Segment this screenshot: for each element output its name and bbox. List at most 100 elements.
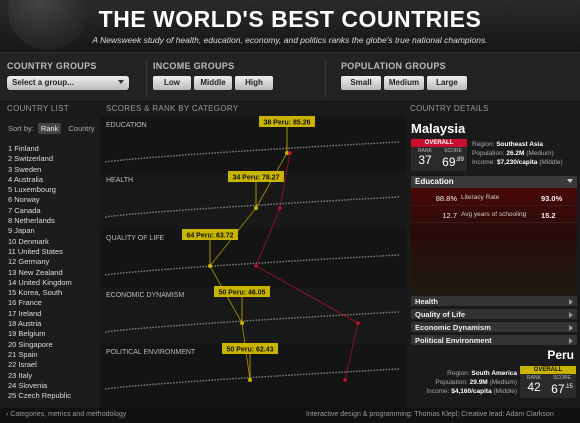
country-list-item[interactable]: 2 Switzerland — [8, 154, 54, 164]
rank-label: RANK — [418, 148, 432, 154]
country-list-item[interactable]: 23 Italy — [8, 370, 33, 380]
country-dot — [367, 312, 370, 315]
category-economic-dynamism-row[interactable]: Economic Dynamism — [411, 322, 577, 333]
country-group-select[interactable]: Select a group... — [7, 76, 129, 90]
category-quality-of-life-row[interactable]: Quality of Life — [411, 309, 577, 320]
country-list-item[interactable]: 16 France — [8, 298, 42, 308]
country-dot — [361, 313, 364, 315]
country-list-item[interactable]: 22 Israel — [8, 360, 37, 370]
compare-population: 29.9M — [469, 379, 488, 386]
country-dot — [314, 315, 317, 318]
country-dot — [122, 159, 125, 161]
country-dot — [341, 199, 343, 201]
country-dot — [373, 369, 376, 372]
country-dot — [293, 202, 296, 204]
country-dot — [226, 378, 228, 380]
country-dot — [152, 211, 155, 214]
country-dot — [214, 379, 217, 381]
country-dot — [308, 316, 311, 318]
population-large-button[interactable]: Large — [427, 76, 467, 90]
country-dot — [149, 211, 152, 214]
country-dot — [373, 197, 376, 200]
country-dot — [137, 212, 140, 215]
country-list-item[interactable]: 21 Spain — [8, 349, 38, 359]
country-list-item[interactable]: 20 Singapore — [8, 339, 53, 349]
country-dot — [270, 148, 273, 151]
country-list-item[interactable]: 25 Czech Republic — [8, 391, 71, 401]
sort-by-rank-button[interactable]: Rank — [37, 123, 62, 134]
country-dot — [326, 372, 329, 374]
country-dot — [355, 143, 358, 146]
country-dot — [311, 258, 314, 261]
country-dot — [352, 198, 355, 201]
country-dot — [175, 209, 178, 212]
country-dot — [243, 320, 246, 322]
country-dot — [358, 313, 361, 315]
country-dot — [161, 268, 163, 271]
income-high-button[interactable]: High — [235, 76, 273, 90]
country-dot — [394, 254, 396, 257]
country-dot — [187, 153, 190, 156]
country-list-item[interactable]: 5 Luxembourg — [8, 185, 56, 195]
country-dot — [338, 144, 340, 147]
country-dot — [379, 142, 382, 144]
selected-rank: 37 — [418, 153, 432, 167]
country-dot — [276, 148, 278, 150]
compare-region: South America — [471, 370, 517, 377]
country-list-item[interactable]: 9 Japan — [8, 226, 35, 236]
category-political-environment-row[interactable]: Political Environment — [411, 335, 577, 346]
country-dot — [140, 157, 143, 160]
country-dot — [276, 318, 278, 320]
country-list-item[interactable]: 1 Finland — [8, 144, 39, 153]
country-dot — [314, 372, 317, 375]
country-dot — [246, 149, 249, 152]
compare-score-decimal: .15 — [564, 384, 573, 390]
country-dot — [114, 272, 116, 275]
income-middle-button[interactable]: Middle — [194, 76, 232, 90]
country-dot — [264, 148, 267, 151]
country-list-item[interactable]: 7 Canada — [8, 205, 41, 215]
country-list-item[interactable]: 17 Ireland — [8, 308, 42, 318]
country-dot — [217, 321, 219, 324]
country-dot — [184, 267, 187, 269]
country-list-item[interactable]: 14 United Kingdom — [8, 277, 72, 287]
income-low-button[interactable]: Low — [153, 76, 191, 90]
country-list-item[interactable]: 10 Denmark — [8, 236, 49, 246]
country-dot — [128, 385, 131, 388]
sort-by-country-button[interactable]: Country — [68, 124, 95, 133]
country-dot — [382, 368, 385, 371]
country-list-item[interactable]: 15 Korea, South — [8, 288, 63, 298]
country-dot — [323, 258, 326, 261]
selected-income: $7,230/capita — [496, 159, 538, 166]
country-list-item[interactable]: 24 Slovenia — [8, 380, 48, 390]
country-dot — [320, 145, 323, 148]
country-dot — [338, 371, 340, 374]
country-list-item[interactable]: 19 Belgium — [8, 329, 46, 339]
category-health-row[interactable]: Health — [411, 296, 577, 307]
country-dot — [341, 371, 343, 373]
country-group-select-value: Select a group... — [12, 78, 74, 87]
filter-bar: COUNTRY GROUPS Select a group... INCOME … — [0, 52, 580, 102]
country-list-item[interactable]: 3 Sweden — [8, 164, 42, 174]
methodology-link[interactable]: › Categories, metrics and methodology — [6, 411, 127, 418]
category-education-header[interactable]: Education — [411, 176, 577, 188]
country-list-item[interactable]: 11 United States — [8, 246, 63, 256]
country-dot — [234, 150, 237, 153]
population-medium-button[interactable]: Medium — [384, 76, 424, 90]
country-dot — [184, 324, 187, 326]
country-list-item[interactable]: 12 Germany — [8, 257, 50, 267]
country-dot — [267, 148, 270, 151]
country-list-item[interactable]: 8 Netherlands — [8, 216, 55, 226]
country-dot — [175, 267, 178, 270]
country-dot — [105, 331, 107, 333]
score-label: SCORE — [444, 148, 462, 154]
country-list-item[interactable]: 13 New Zealand — [8, 267, 63, 277]
country-dot — [202, 265, 205, 268]
country-list-item[interactable]: 18 Austria — [8, 319, 42, 329]
country-dot — [122, 272, 125, 274]
country-list-item[interactable]: 6 Norway — [8, 195, 40, 205]
population-small-button[interactable]: Small — [341, 76, 381, 90]
country-list-item[interactable]: 4 Australia — [8, 174, 44, 184]
country-dot — [196, 380, 199, 382]
divider — [146, 59, 147, 97]
